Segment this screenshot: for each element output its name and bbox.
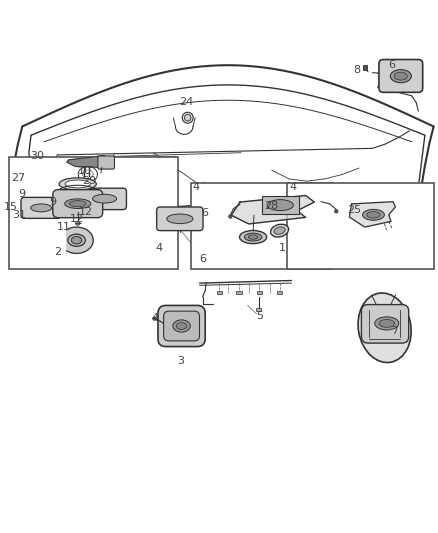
Text: 8: 8 bbox=[353, 66, 360, 76]
Text: 11: 11 bbox=[57, 222, 71, 232]
Ellipse shape bbox=[68, 234, 85, 246]
Ellipse shape bbox=[71, 237, 82, 244]
FancyBboxPatch shape bbox=[82, 188, 127, 209]
Text: 31: 31 bbox=[12, 210, 26, 220]
Ellipse shape bbox=[229, 215, 232, 218]
Ellipse shape bbox=[363, 209, 385, 220]
Ellipse shape bbox=[390, 70, 411, 83]
Polygon shape bbox=[67, 156, 108, 167]
Text: 12: 12 bbox=[79, 207, 93, 217]
Text: 9: 9 bbox=[49, 197, 57, 207]
Ellipse shape bbox=[59, 178, 96, 190]
Ellipse shape bbox=[173, 320, 191, 332]
Text: 28: 28 bbox=[264, 201, 278, 211]
Text: 30: 30 bbox=[31, 151, 45, 161]
Polygon shape bbox=[231, 196, 314, 224]
FancyBboxPatch shape bbox=[158, 305, 205, 346]
Ellipse shape bbox=[153, 317, 156, 320]
FancyBboxPatch shape bbox=[361, 304, 409, 343]
FancyBboxPatch shape bbox=[157, 207, 203, 231]
Ellipse shape bbox=[182, 112, 193, 123]
Ellipse shape bbox=[75, 222, 80, 225]
Text: 10: 10 bbox=[78, 166, 92, 176]
Ellipse shape bbox=[394, 72, 407, 80]
Bar bbox=[236, 292, 241, 294]
Text: 6: 6 bbox=[199, 254, 206, 264]
Text: 15: 15 bbox=[4, 203, 18, 213]
Text: 27: 27 bbox=[11, 173, 26, 183]
Ellipse shape bbox=[167, 214, 193, 224]
Text: 4: 4 bbox=[155, 243, 162, 253]
Text: 6: 6 bbox=[202, 208, 209, 218]
Ellipse shape bbox=[65, 199, 91, 208]
Ellipse shape bbox=[335, 209, 338, 213]
Ellipse shape bbox=[184, 115, 191, 121]
Text: 2: 2 bbox=[54, 247, 61, 257]
Bar bbox=[363, 65, 367, 70]
Bar bbox=[74, 196, 81, 201]
Text: 4: 4 bbox=[151, 313, 159, 322]
FancyBboxPatch shape bbox=[21, 197, 61, 219]
Ellipse shape bbox=[240, 230, 267, 244]
Ellipse shape bbox=[177, 322, 187, 329]
Text: 25: 25 bbox=[347, 205, 361, 215]
Polygon shape bbox=[67, 227, 93, 253]
Text: 12: 12 bbox=[70, 214, 84, 224]
FancyBboxPatch shape bbox=[164, 311, 200, 341]
Bar bbox=[256, 308, 261, 311]
Text: 9: 9 bbox=[18, 189, 25, 199]
Ellipse shape bbox=[244, 233, 262, 241]
Ellipse shape bbox=[31, 204, 52, 212]
Ellipse shape bbox=[367, 212, 380, 218]
Text: 6: 6 bbox=[389, 60, 396, 70]
Text: 4: 4 bbox=[193, 182, 200, 192]
Ellipse shape bbox=[92, 195, 117, 203]
Bar bbox=[257, 292, 262, 294]
Ellipse shape bbox=[379, 319, 395, 327]
Ellipse shape bbox=[267, 200, 293, 211]
Ellipse shape bbox=[271, 224, 289, 237]
Bar bbox=[287, 183, 434, 269]
FancyBboxPatch shape bbox=[53, 190, 102, 217]
Bar bbox=[191, 183, 333, 269]
Ellipse shape bbox=[65, 180, 90, 188]
Bar bbox=[9, 157, 178, 269]
Text: 4: 4 bbox=[289, 182, 296, 192]
Ellipse shape bbox=[248, 235, 258, 239]
Text: 29: 29 bbox=[82, 176, 96, 186]
Text: 3: 3 bbox=[178, 356, 185, 366]
FancyBboxPatch shape bbox=[379, 60, 423, 92]
Bar bbox=[262, 196, 299, 214]
Ellipse shape bbox=[274, 227, 285, 235]
Ellipse shape bbox=[358, 293, 411, 362]
Text: 24: 24 bbox=[179, 98, 194, 108]
FancyBboxPatch shape bbox=[98, 156, 114, 169]
Text: 7: 7 bbox=[392, 326, 399, 336]
Text: 5: 5 bbox=[256, 311, 263, 320]
Bar bbox=[277, 292, 282, 294]
Ellipse shape bbox=[375, 317, 399, 330]
Ellipse shape bbox=[70, 200, 86, 207]
Text: 1: 1 bbox=[279, 243, 286, 253]
Polygon shape bbox=[350, 201, 396, 227]
Bar bbox=[216, 292, 222, 294]
